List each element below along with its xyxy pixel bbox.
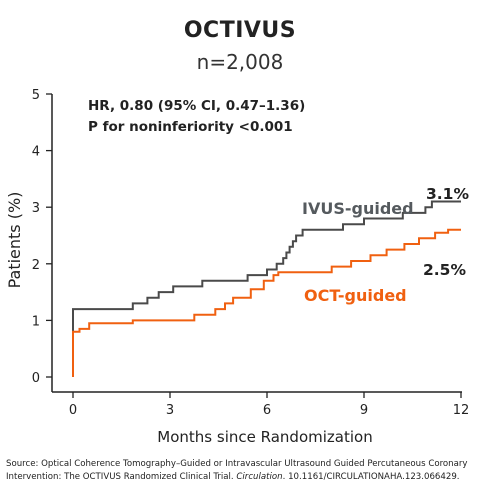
y-tick-label: 5 [32, 88, 40, 103]
x-tick-label: 6 [263, 403, 271, 418]
x-tick-label: 12 [453, 403, 470, 418]
hazard-ratio-annotation: HR, 0.80 (95% CI, 0.47–1.36) [88, 98, 305, 114]
series-label-oct: OCT-guided [304, 286, 407, 305]
y-tick-label: 3 [32, 201, 40, 216]
oct-guided-curve [72, 228, 461, 377]
oct-end-value: 2.5% [423, 261, 466, 279]
journal-name: Circulation [236, 472, 283, 482]
ivus-end-value: 3.1% [426, 185, 469, 203]
y-tick-label: 4 [32, 145, 40, 160]
x-axis-label: Months since Randomization [157, 428, 372, 446]
ivus-guided-curve [72, 200, 461, 377]
x-tick-label: 9 [360, 403, 368, 418]
y-tick-label: 2 [32, 258, 40, 273]
source-text: Source: Optical Coherence Tomography–Gui… [6, 459, 468, 482]
y-tick-label: 1 [32, 314, 40, 329]
x-tick-label: 3 [166, 403, 174, 418]
y-tick-label: 0 [32, 371, 40, 386]
x-tick-label: 0 [69, 403, 77, 418]
y-axis-label: Patients (%) [5, 192, 24, 289]
p-value-annotation: P for noninferiority <0.001 [88, 119, 293, 135]
series-label-ivus: IVUS-guided [302, 199, 414, 218]
source-citation: Source: Optical Coherence Tomography–Gui… [6, 458, 476, 484]
chart-title: OCTIVUS [183, 18, 297, 43]
chart-subtitle: n=2,008 [196, 50, 284, 74]
source-doi: . 10.1161/CIRCULATIONAHA.123.066429. [282, 472, 460, 482]
